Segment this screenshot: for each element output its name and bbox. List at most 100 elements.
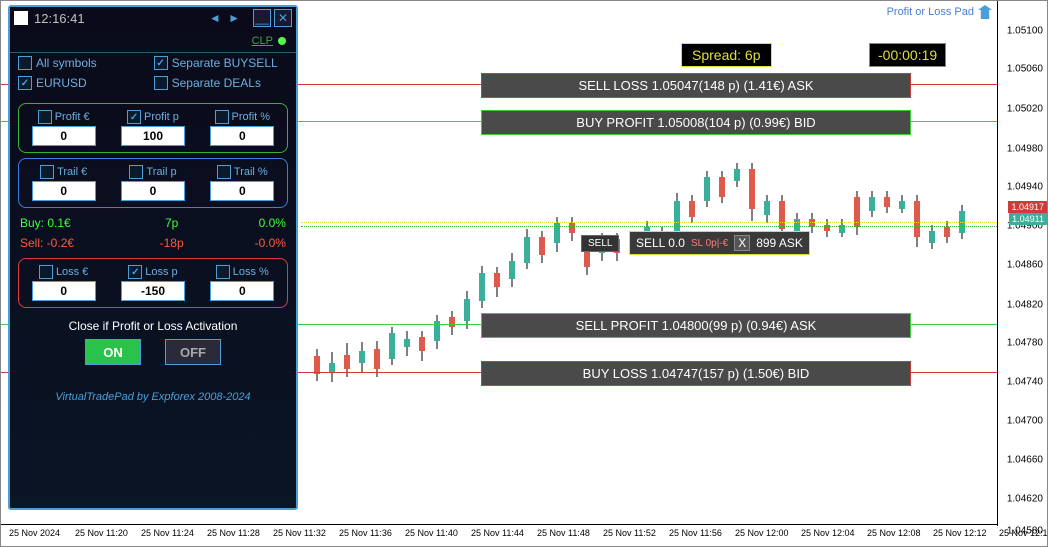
nav-next-icon[interactable]: ► xyxy=(226,11,242,25)
time-label: 25 Nov 11:40 xyxy=(405,528,458,538)
sell-order-box: SELL 0.0 SL 0p|-€ X 899 ASK xyxy=(629,231,810,255)
price-label: 1.04620 xyxy=(1007,494,1043,505)
close-order-button[interactable]: X xyxy=(734,235,750,251)
profit-pts-checkbox[interactable] xyxy=(127,110,141,124)
separate-deals-checkbox[interactable] xyxy=(154,76,168,90)
panel-time: 12:16:41 xyxy=(34,11,207,26)
time-label: 25 Nov 11:36 xyxy=(339,528,392,538)
buy-stats: Buy: 0.1€ 7p 0.0% xyxy=(10,213,296,233)
chart-title: Profit or Loss Pad xyxy=(887,5,992,19)
time-label: 25 Nov 11:52 xyxy=(603,528,656,538)
all-symbols-checkbox[interactable] xyxy=(18,56,32,70)
time-label: 25 Nov 12:08 xyxy=(867,528,921,538)
separate-buysell-checkbox[interactable] xyxy=(154,56,168,70)
clp-row: CLP xyxy=(10,29,296,53)
eurusd-label: EURUSD xyxy=(36,76,87,90)
sell-order-ask: 899 ASK xyxy=(756,236,803,250)
price-label: 1.04740 xyxy=(1007,377,1043,388)
loss-pct-label: Loss % xyxy=(233,266,269,278)
trail-pts-checkbox[interactable] xyxy=(129,165,143,179)
profit-section: Profit € Profit p Profit % xyxy=(18,103,288,153)
price-label: 1.04700 xyxy=(1007,416,1043,427)
separate-buysell-label: Separate BUYSELL xyxy=(172,56,278,70)
time-label: 25 Nov 11:20 xyxy=(75,528,128,538)
trail-pts-label: Trail p xyxy=(146,166,176,178)
minimize-button[interactable]: __ xyxy=(253,9,271,27)
activation-label: Close if Profit or Loss Activation xyxy=(10,313,296,337)
all-symbols-label: All symbols xyxy=(36,56,97,70)
price-label: 1.04780 xyxy=(1007,338,1043,349)
price-label: 1.04980 xyxy=(1007,144,1043,155)
price-axis: 1.051001.050601.050201.049801.049401.049… xyxy=(997,1,1047,526)
price-label: 1.04860 xyxy=(1007,260,1043,271)
loss-eur-label: Loss € xyxy=(56,266,88,278)
close-button[interactable]: ✕ xyxy=(274,9,292,27)
time-label: 25 Nov 12:12 xyxy=(933,528,987,538)
time-label: 25 Nov 11:48 xyxy=(537,528,590,538)
off-button[interactable]: OFF xyxy=(165,339,221,365)
time-label: 25 Nov 11:24 xyxy=(141,528,194,538)
profit-pct-checkbox[interactable] xyxy=(215,110,229,124)
profit-pts-label: Profit p xyxy=(144,111,179,123)
price-label: 1.05060 xyxy=(1007,64,1043,75)
time-label: 25 Nov 11:56 xyxy=(669,528,722,538)
time-axis: 25 Nov 2024 25 Nov 11:20 25 Nov 11:24 25 No… xyxy=(1,524,997,546)
sell-stats: Sell: -0.2€ -18p -0.0% xyxy=(10,233,296,253)
nav-prev-icon[interactable]: ◄ xyxy=(207,11,223,25)
nav-arrows: ◄ ► xyxy=(207,11,242,25)
loss-section: Loss € Loss p Loss % xyxy=(18,258,288,308)
profit-pts-input[interactable] xyxy=(121,126,185,146)
spread-box: Spread: 6p xyxy=(681,43,772,67)
sell-sl: SL 0p|-€ xyxy=(691,238,728,249)
time-label: 25 Nov 12:16 xyxy=(999,528,1048,538)
trade-panel: 12:16:41 ◄ ► __ ✕ CLP All symbols Separa… xyxy=(8,5,298,510)
loss-pts-checkbox[interactable] xyxy=(128,265,142,279)
time-label: 25 Nov 2024 xyxy=(9,528,60,538)
trade-label-buy_loss: BUY LOSS 1.04747(157 p) (1.50€) BID xyxy=(481,361,911,386)
trade-label-sell_profit: SELL PROFIT 1.04800(99 p) (0.94€) ASK xyxy=(481,313,911,338)
panel-footer: VirtualTradePad by Expforex 2008-2024 xyxy=(10,373,296,403)
time-label: 25 Nov 12:00 xyxy=(735,528,789,538)
panel-icon xyxy=(14,11,28,25)
grad-icon xyxy=(978,5,992,19)
profit-eur-checkbox[interactable] xyxy=(38,110,52,124)
price-label: 1.04660 xyxy=(1007,455,1043,466)
trail-eur-label: Trail € xyxy=(57,166,87,178)
loss-pct-input[interactable] xyxy=(210,281,274,301)
profit-eur-input[interactable] xyxy=(32,126,96,146)
sell-tag: SELL xyxy=(581,235,619,252)
time-label: 25 Nov 11:28 xyxy=(207,528,260,538)
on-button[interactable]: ON xyxy=(85,339,141,365)
eurusd-checkbox[interactable] xyxy=(18,76,32,90)
price-tag-1: 1.04917 xyxy=(1008,201,1047,213)
trail-pts-input[interactable] xyxy=(121,181,185,201)
trail-eur-input[interactable] xyxy=(32,181,96,201)
trail-eur-checkbox[interactable] xyxy=(40,165,54,179)
trade-label-sell_loss: SELL LOSS 1.05047(148 p) (1.41€) ASK xyxy=(481,73,911,98)
profit-eur-label: Profit € xyxy=(55,111,90,123)
profit-pct-input[interactable] xyxy=(210,126,274,146)
trail-pct-label: Trail % xyxy=(234,166,268,178)
timer-box: -00:00:19 xyxy=(869,43,946,67)
time-label: 25 Nov 11:44 xyxy=(471,528,524,538)
clp-link[interactable]: CLP xyxy=(252,35,273,47)
price-label: 1.05100 xyxy=(1007,26,1043,37)
profit-pct-label: Profit % xyxy=(232,111,271,123)
trail-section: Trail € Trail p Trail % xyxy=(18,158,288,208)
time-label: 25 Nov 12:04 xyxy=(801,528,855,538)
loss-eur-checkbox[interactable] xyxy=(39,265,53,279)
loss-pts-label: Loss p xyxy=(145,266,177,278)
loss-pct-checkbox[interactable] xyxy=(216,265,230,279)
trail-pct-checkbox[interactable] xyxy=(217,165,231,179)
price-label: 1.04820 xyxy=(1007,300,1043,311)
time-label: 25 Nov 11:32 xyxy=(273,528,326,538)
sell-order-text: SELL 0.0 xyxy=(636,236,685,250)
loss-pts-input[interactable] xyxy=(121,281,185,301)
panel-titlebar: 12:16:41 ◄ ► __ ✕ xyxy=(10,7,296,29)
status-dot-icon xyxy=(278,37,286,45)
loss-eur-input[interactable] xyxy=(32,281,96,301)
separate-deals-label: Separate DEALs xyxy=(172,76,261,90)
trail-pct-input[interactable] xyxy=(210,181,274,201)
current-price-tag: 1.04911 xyxy=(1009,213,1047,225)
trade-label-buy_profit: BUY PROFIT 1.05008(104 p) (0.99€) BID xyxy=(481,110,911,135)
